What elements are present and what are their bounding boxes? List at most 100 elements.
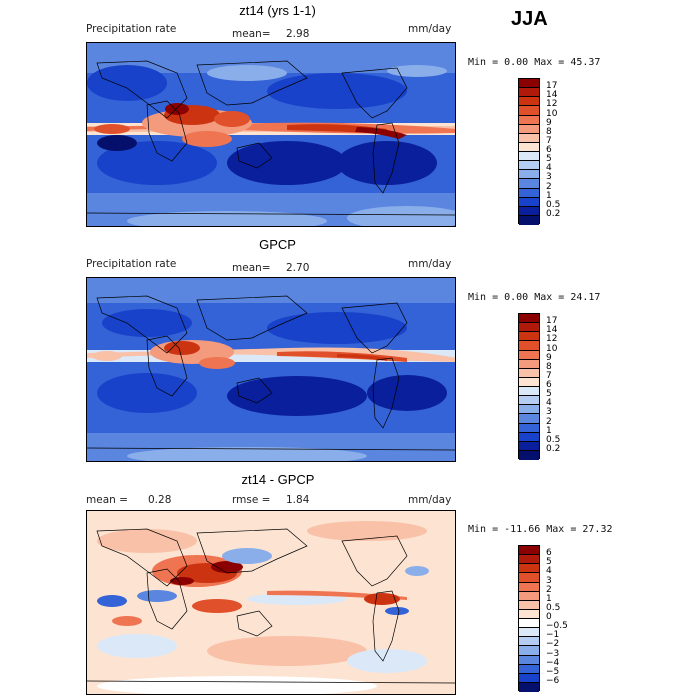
colorbar-segment [519, 179, 539, 189]
min-max-label: Min = 0.00 Max = 45.37 [468, 57, 601, 68]
mean-label: mean= [232, 28, 271, 40]
colorbar-segment [519, 377, 539, 387]
colorbar-segment [519, 368, 539, 378]
colorbar-segment [519, 133, 539, 143]
colorbar-tick-label: 0.2 [546, 208, 561, 219]
colorbar-tick-label: 3 [546, 407, 552, 418]
colorbar-tick-label: 6 [546, 380, 552, 390]
colorbar [518, 313, 540, 460]
season-label: JJA [511, 8, 548, 30]
colorbar-tick-label: −0.5 [546, 621, 568, 632]
colorbar-segment [519, 432, 539, 442]
colorbar-segment [519, 609, 539, 619]
colorbar-segment [519, 619, 539, 629]
colorbar-segment [519, 170, 539, 180]
diff-mean-value: 0.28 [148, 494, 172, 506]
precip-map [86, 277, 456, 462]
variable-label: Precipitation rate [86, 258, 177, 270]
colorbar-tick-label: 17 [546, 316, 558, 327]
colorbar-tick-label: −5 [546, 666, 560, 677]
colorbar-segment [519, 79, 539, 89]
units-label: mm/day [408, 494, 452, 506]
colorbar-segment [519, 142, 539, 152]
colorbar-tick-label: 3 [546, 575, 552, 586]
colorbar-tick-label: −2 [546, 639, 560, 650]
colorbar-segment [519, 423, 539, 433]
panel-title: GPCP [259, 237, 296, 252]
colorbar-segment [519, 161, 539, 171]
colorbar-tick-label: 0.5 [546, 602, 561, 613]
colorbar-segment [519, 655, 539, 665]
colorbar-tick-label: 4 [546, 163, 552, 174]
map-field [87, 278, 455, 461]
map-field [87, 43, 455, 226]
colorbar-segment [519, 215, 539, 225]
colorbar [518, 545, 540, 692]
colorbar-segment [519, 359, 539, 369]
colorbar-tick-label: 5 [546, 154, 552, 165]
colorbar-tick-label: 9 [546, 352, 552, 363]
colorbar-segment [519, 152, 539, 162]
colorbar-segment [519, 673, 539, 683]
colorbar-tick-label: 12 [546, 99, 558, 110]
colorbar-tick-label: 7 [546, 135, 552, 146]
colorbar-segment [519, 332, 539, 342]
colorbar-tick-label: 17 [546, 81, 558, 92]
map-field [87, 511, 455, 694]
colorbar-segment [519, 323, 539, 333]
colorbar-ticks: 17 14 12 10 9 8 7 6 5 4 3 2 1 0.5 0.2 [546, 313, 586, 459]
colorbar-tick-label: 4 [546, 398, 552, 409]
units-label: mm/day [408, 23, 452, 35]
colorbar-tick-label: 6 [546, 145, 552, 155]
colorbar-segment [519, 197, 539, 207]
colorbar-tick-label: 1 [546, 190, 552, 201]
colorbar-tick-label: −3 [546, 648, 560, 659]
colorbar-segment [519, 600, 539, 610]
colorbar-tick-label: 0.2 [546, 443, 561, 454]
diff-mean-label: mean = [86, 494, 128, 506]
colorbar-ticks: 17 14 12 10 9 8 7 6 5 4 3 2 1 0.5 0.2 [546, 78, 586, 224]
colorbar-tick-label: 6 [546, 548, 552, 559]
colorbar-tick-label: 3 [546, 172, 552, 183]
mean-label: mean= [232, 262, 271, 274]
colorbar-segment [519, 88, 539, 98]
variable-label: Precipitation rate [86, 23, 177, 35]
colorbar-tick-label: 8 [546, 361, 552, 372]
colorbar-tick-label: 8 [546, 126, 552, 137]
colorbar-segment [519, 350, 539, 360]
colorbar-tick-label: 10 [546, 343, 558, 354]
colorbar-tick-label: 0 [546, 612, 552, 622]
mean-value: 2.70 [286, 262, 310, 274]
colorbar-tick-label: 0.5 [546, 434, 561, 445]
colorbar-tick-label: 2 [546, 584, 552, 595]
colorbar-segment [519, 414, 539, 424]
colorbar-segment [519, 106, 539, 116]
colorbar-tick-label: 12 [546, 334, 558, 345]
colorbar-segment [519, 450, 539, 460]
mean-value: 2.98 [286, 28, 310, 40]
colorbar-tick-label: 14 [546, 90, 558, 101]
colorbar-segment [519, 405, 539, 415]
colorbar-segment [519, 115, 539, 125]
colorbar-tick-label: 10 [546, 108, 558, 119]
colorbar-segment [519, 582, 539, 592]
colorbar-tick-label: −4 [546, 657, 560, 668]
colorbar-segment [519, 396, 539, 406]
colorbar-segment [519, 682, 539, 692]
colorbar-tick-label: 5 [546, 557, 552, 568]
colorbar-segment [519, 546, 539, 556]
rmse-label: rmse = [232, 494, 271, 506]
colorbar-tick-label: −6 [546, 675, 560, 686]
precip-map [86, 42, 456, 227]
colorbar-segment [519, 441, 539, 451]
colorbar-segment [519, 637, 539, 647]
colorbar-segment [519, 124, 539, 134]
panel-title: zt14 - GPCP [241, 472, 315, 487]
colorbar-tick-label: 0.5 [546, 199, 561, 210]
colorbar-tick-label: 1 [546, 425, 552, 436]
colorbar-tick-label: 14 [546, 325, 558, 336]
colorbar-segment [519, 206, 539, 216]
colorbar-segment [519, 646, 539, 656]
min-max-label: Min = 0.00 Max = 24.17 [468, 292, 601, 303]
colorbar-tick-label: 1 [546, 593, 552, 604]
